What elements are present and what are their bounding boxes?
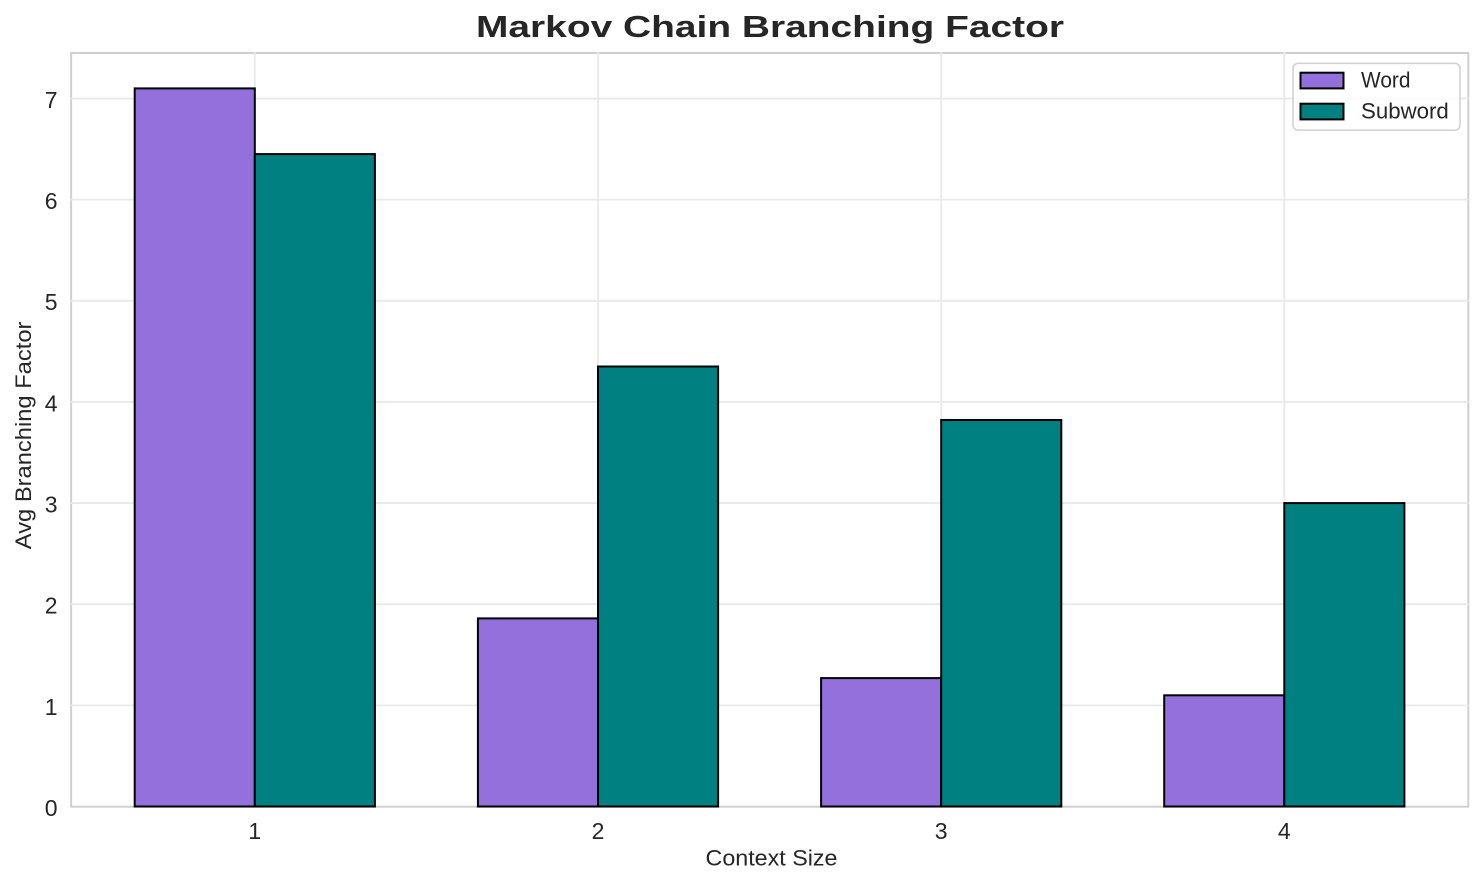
svg-text:0: 0 bbox=[45, 795, 58, 821]
svg-text:Subword: Subword bbox=[1361, 99, 1449, 124]
svg-text:2: 2 bbox=[45, 593, 58, 619]
svg-text:1: 1 bbox=[248, 818, 261, 844]
svg-text:5: 5 bbox=[45, 289, 58, 315]
svg-text:4: 4 bbox=[45, 390, 58, 416]
svg-text:3: 3 bbox=[45, 492, 58, 518]
svg-text:7: 7 bbox=[45, 87, 58, 113]
svg-text:3: 3 bbox=[935, 818, 948, 844]
svg-text:4: 4 bbox=[1278, 818, 1291, 844]
svg-text:Context Size: Context Size bbox=[706, 846, 838, 871]
svg-text:2: 2 bbox=[592, 818, 605, 844]
svg-text:Markov Chain Branching Factor: Markov Chain Branching Factor bbox=[476, 9, 1064, 44]
svg-text:1: 1 bbox=[45, 694, 58, 720]
svg-text:Avg Branching Factor: Avg Branching Factor bbox=[11, 322, 36, 550]
svg-text:Word: Word bbox=[1361, 68, 1411, 93]
svg-text:6: 6 bbox=[45, 188, 58, 214]
